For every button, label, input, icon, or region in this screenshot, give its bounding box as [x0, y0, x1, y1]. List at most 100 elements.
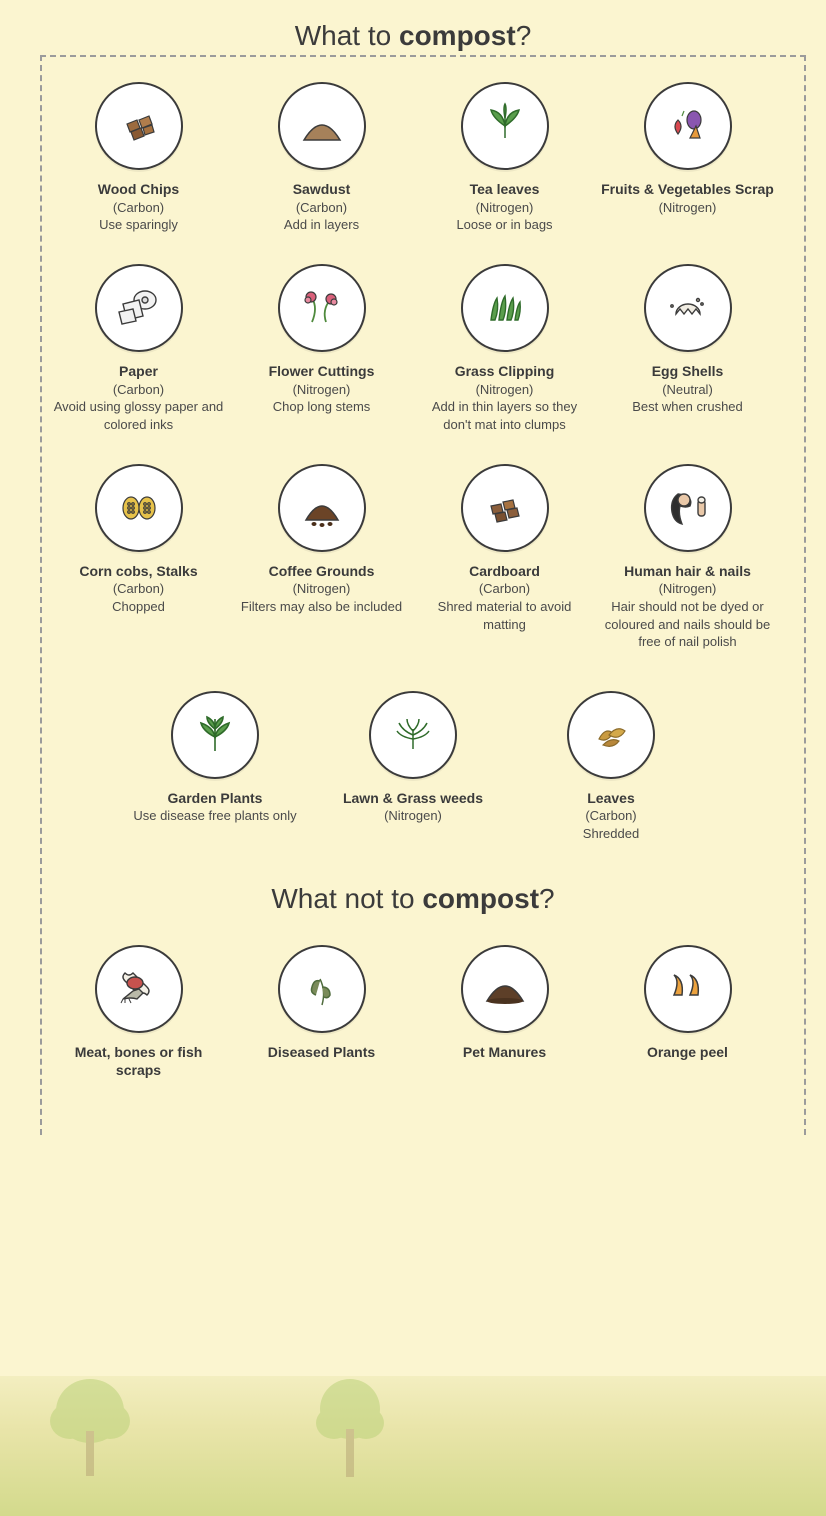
item-note: Use disease free plants only — [120, 807, 310, 825]
garden-plant-icon — [171, 691, 259, 779]
manure-icon — [461, 945, 549, 1033]
item-type: (Nitrogen) — [318, 807, 508, 825]
compost-item: Corn cobs, Stalks (Carbon) Chopped — [51, 464, 226, 651]
item-note: Loose or in bags — [417, 216, 592, 234]
item-name: Fruits & Vegetables Scrap — [600, 180, 775, 199]
item-note: Add in thin layers so they don't mat int… — [417, 398, 592, 433]
compost-item: Egg Shells (Neutral) Best when crushed — [600, 264, 775, 434]
item-note: Hair should not be dyed or coloured and … — [600, 598, 775, 651]
item-name: Wood Chips — [51, 180, 226, 199]
title-bold: compost — [399, 20, 516, 51]
title-compost-wrap: What to compost? — [50, 20, 776, 52]
item-name: Human hair & nails — [600, 562, 775, 581]
tree-left-icon — [40, 1371, 140, 1486]
compost-item: Tea leaves (Nitrogen) Loose or in bags — [417, 82, 592, 234]
leaves-icon — [567, 691, 655, 779]
paper-icon — [95, 264, 183, 352]
item-name: Sawdust — [234, 180, 409, 199]
title-compost: What to compost? — [277, 20, 550, 52]
item-type: (Carbon) — [234, 199, 409, 217]
corn-icon — [95, 464, 183, 552]
item-note: Best when crushed — [600, 398, 775, 416]
compost-item: Pet Manures — [417, 945, 592, 1081]
compost-item: Cardboard (Carbon) Shred material to avo… — [417, 464, 592, 651]
section-not-compost: What not to compost? Meat, bones or fish… — [50, 883, 776, 1081]
item-name: Meat, bones or fish scraps — [51, 1043, 226, 1081]
compost-item: Diseased Plants — [234, 945, 409, 1081]
coffee-icon — [278, 464, 366, 552]
item-type: (Carbon) — [516, 807, 706, 825]
compost-item: Meat, bones or fish scraps — [51, 945, 226, 1081]
compost-item: Fruits & Vegetables Scrap (Nitrogen) — [600, 82, 775, 234]
item-note: Shred material to avoid matting — [417, 598, 592, 633]
grid-not-compost: Meat, bones or fish scraps Diseased Plan… — [50, 945, 776, 1081]
item-name: Cardboard — [417, 562, 592, 581]
compost-item: Coffee Grounds (Nitrogen) Filters may al… — [234, 464, 409, 651]
item-name: Coffee Grounds — [234, 562, 409, 581]
fruit-veg-icon — [644, 82, 732, 170]
tea-leaves-icon — [461, 82, 549, 170]
item-name: Tea leaves — [417, 180, 592, 199]
item-type: (Carbon) — [51, 199, 226, 217]
item-name: Flower Cuttings — [234, 362, 409, 381]
item-name: Diseased Plants — [234, 1043, 409, 1062]
item-note: Use sparingly — [51, 216, 226, 234]
item-type: (Nitrogen) — [234, 381, 409, 399]
compost-item: Flower Cuttings (Nitrogen) Chop long ste… — [234, 264, 409, 434]
item-note: Chopped — [51, 598, 226, 616]
item-name: Leaves — [516, 789, 706, 808]
item-type: (Nitrogen) — [600, 580, 775, 598]
item-type: (Nitrogen) — [600, 199, 775, 217]
title-pre: What to — [295, 20, 399, 51]
item-type: (Carbon) — [51, 580, 226, 598]
title-bold: compost — [422, 883, 539, 914]
item-type: (Carbon) — [417, 580, 592, 598]
title-post: ? — [539, 883, 555, 914]
item-name: Orange peel — [600, 1043, 775, 1062]
item-type: (Nitrogen) — [417, 381, 592, 399]
item-type: (Nitrogen) — [417, 199, 592, 217]
item-name: Pet Manures — [417, 1043, 592, 1062]
flower-icon — [278, 264, 366, 352]
title-post: ? — [516, 20, 532, 51]
title-pre: What not to — [271, 883, 422, 914]
compost-item: Wood Chips (Carbon) Use sparingly — [51, 82, 226, 234]
lawn-weeds-icon — [369, 691, 457, 779]
compost-item: Lawn & Grass weeds (Nitrogen) — [318, 691, 508, 843]
compost-item: Grass Clipping (Nitrogen) Add in thin la… — [417, 264, 592, 434]
compost-item: Paper (Carbon) Avoid using glossy paper … — [51, 264, 226, 434]
compost-item: Garden Plants Use disease free plants on… — [120, 691, 310, 843]
tree-right-icon — [300, 1371, 400, 1486]
title-not-wrap: What not to compost? — [50, 883, 776, 915]
orange-peel-icon — [644, 945, 732, 1033]
item-type: (Nitrogen) — [234, 580, 409, 598]
item-note: Shredded — [516, 825, 706, 843]
item-note: Add in layers — [234, 216, 409, 234]
compost-item: Leaves (Carbon) Shredded — [516, 691, 706, 843]
item-note: Avoid using glossy paper and colored ink… — [51, 398, 226, 433]
item-type: (Carbon) — [51, 381, 226, 399]
page: What to compost? Wood Chips (Carbon) Use… — [0, 0, 826, 1516]
item-name: Lawn & Grass weeds — [318, 789, 508, 808]
item-name: Corn cobs, Stalks — [51, 562, 226, 581]
wood-chips-icon — [95, 82, 183, 170]
item-type: (Neutral) — [600, 381, 775, 399]
meat-icon — [95, 945, 183, 1033]
item-name: Grass Clipping — [417, 362, 592, 381]
item-name: Paper — [51, 362, 226, 381]
compost-item: Human hair & nails (Nitrogen) Hair shoul… — [600, 464, 775, 651]
item-name: Garden Plants — [120, 789, 310, 808]
compost-item: Sawdust (Carbon) Add in layers — [234, 82, 409, 234]
item-name: Egg Shells — [600, 362, 775, 381]
compost-item: Orange peel — [600, 945, 775, 1081]
egg-icon — [644, 264, 732, 352]
title-not-compost: What not to compost? — [253, 883, 572, 915]
hair-icon — [644, 464, 732, 552]
cardboard-icon — [461, 464, 549, 552]
item-note: Filters may also be included — [234, 598, 409, 616]
item-note: Chop long stems — [234, 398, 409, 416]
sawdust-icon — [278, 82, 366, 170]
grid-compost-main: Wood Chips (Carbon) Use sparingly Sawdus… — [50, 82, 776, 651]
grass-clip-icon — [461, 264, 549, 352]
grid-compost-last: Garden Plants Use disease free plants on… — [50, 691, 776, 843]
